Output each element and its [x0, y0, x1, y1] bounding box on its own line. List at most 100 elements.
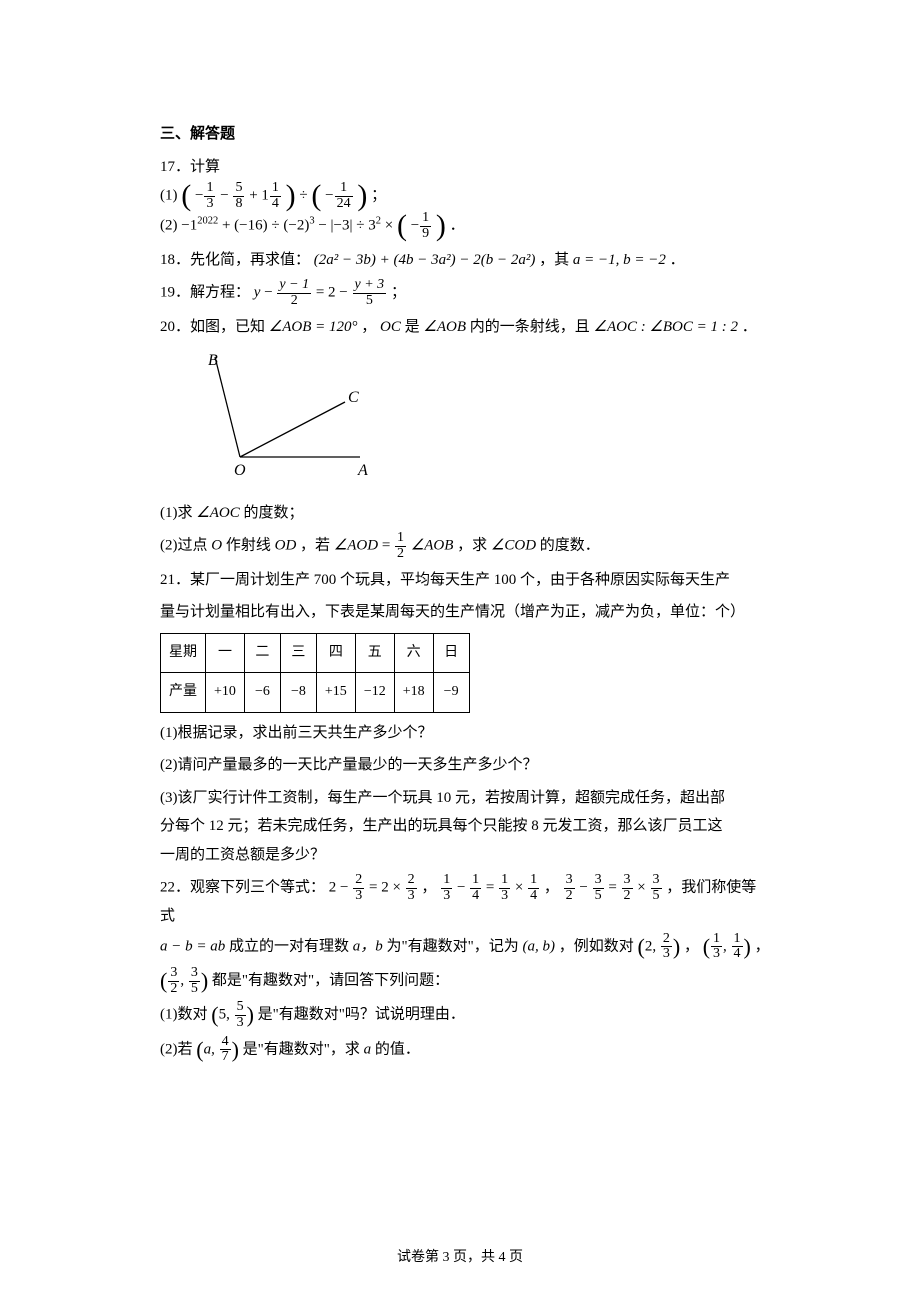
f: 5: [235, 1000, 246, 1016]
table-cell: 产量: [161, 673, 206, 713]
q22-pre: 22．观察下列三个等式：: [160, 880, 325, 896]
t: ∠COD: [491, 538, 536, 554]
t: 是"有趣数对"，求: [243, 1041, 360, 1057]
f: 3: [204, 197, 215, 212]
table-cell: −6: [244, 673, 280, 713]
f: 1: [528, 873, 539, 889]
f: 2: [168, 982, 179, 997]
f: 2: [395, 547, 406, 562]
t: 2: [381, 880, 389, 896]
table-cell: 星期: [161, 633, 206, 673]
f: 1: [395, 531, 406, 547]
page-footer: 试卷第 3 页，共 4 页: [0, 1245, 920, 1272]
t: (a, b): [523, 938, 556, 954]
t: 5: [219, 1007, 227, 1023]
f: 4: [470, 889, 481, 904]
t: OC: [380, 319, 401, 335]
q17-stem: 17．计算: [160, 153, 770, 182]
f: 1: [711, 932, 722, 948]
table-cell: +18: [394, 673, 433, 713]
t: 2: [328, 285, 336, 301]
q22-line3: (32, 35) 都是"有趣数对"，请回答下列问题：: [160, 966, 770, 996]
f: 3: [189, 966, 200, 982]
t: 20．如图，已知: [160, 319, 265, 335]
t: ．: [742, 319, 757, 335]
f: 24: [335, 197, 353, 212]
f: 7: [220, 1050, 231, 1065]
q20-p1: (1)求 ∠AOC 的度数；: [160, 499, 770, 528]
t: ∠AOC: [196, 505, 239, 521]
t: ，: [755, 938, 770, 954]
q22-line1: 22．观察下列三个等式： 2 − 23 = 2 × 23 ， 13 − 14 =…: [160, 873, 770, 927]
t: ×: [381, 218, 397, 234]
table-cell: 五: [355, 633, 394, 673]
q21-p3-l3: 一周的工资总额是多少？: [160, 841, 770, 870]
q20-figure: OABC: [190, 347, 770, 493]
t: 是"有趣数对"吗？试说明理由．: [258, 1007, 465, 1023]
f: 1: [420, 211, 431, 227]
f: 5: [233, 181, 244, 197]
table-cell: 一: [206, 633, 245, 673]
t: ．: [670, 252, 685, 268]
q21-line1: 21．某厂一周计划生产 700 个玩具，平均每天生产 100 个，由于各种原因实…: [160, 566, 770, 595]
t: =: [382, 538, 394, 554]
t: ．: [450, 218, 465, 234]
t: 作射线: [226, 538, 271, 554]
q18-values: a = −1, b = −2: [573, 252, 666, 268]
f: 3: [168, 966, 179, 982]
f: 1: [270, 181, 281, 197]
f: 5: [353, 294, 387, 309]
t: −1: [181, 218, 197, 234]
t: |−3|: [331, 218, 353, 234]
f: 1: [261, 188, 269, 204]
t: 成立的一对有理数: [229, 938, 349, 954]
svg-text:C: C: [348, 389, 359, 406]
table-cell: +15: [316, 673, 355, 713]
q22-p1: (1)数对 (5, 53) 是"有趣数对"吗？试说明理由．: [160, 1000, 770, 1030]
svg-text:O: O: [234, 462, 246, 479]
q21-line2: 量与计划量相比有出入，下表是某周每天的生产情况（增产为正，减产为负，单位：个）: [160, 598, 770, 627]
q20: 20．如图，已知 ∠AOB = 120° ， OC 是 ∠AOB 内的一条射线，…: [160, 313, 770, 342]
t: ，若: [300, 538, 330, 554]
f: y + 3: [355, 277, 385, 292]
f: 3: [235, 1016, 246, 1031]
svg-text:B: B: [208, 352, 218, 369]
t: a: [364, 1041, 372, 1057]
f: 4: [732, 947, 743, 962]
f: 4: [220, 1035, 231, 1051]
q21-p1: (1)根据记录，求出前三天共生产多少个？: [160, 719, 770, 748]
f: 1: [441, 873, 452, 889]
t: 为"有趣数对"，记为: [387, 938, 519, 954]
angle-diagram: OABC: [190, 347, 380, 482]
f: 3: [499, 889, 510, 904]
t: (2)若: [160, 1041, 193, 1057]
f: 3: [406, 889, 417, 904]
q21-table: 星期一二三四五六日 产量+10−6−8+15−12+18−9: [160, 633, 470, 713]
t: 的值．: [375, 1041, 420, 1057]
table-row: 星期一二三四五六日: [161, 633, 470, 673]
f: 8: [233, 197, 244, 212]
f: 3: [651, 873, 662, 889]
q22-line2: a − b = ab 成立的一对有理数 a，b 为"有趣数对"，记为 (a, b…: [160, 932, 770, 962]
section-title: 三、解答题: [160, 120, 770, 149]
q17-part1: (1) ( −13 − 58 + 114 ) ÷ ( −124 ) ；: [160, 181, 770, 211]
q20-p2: (2)过点 O 作射线 OD ，若 ∠AOD = 12 ∠AOB ，求 ∠COD…: [160, 531, 770, 561]
table-cell: 二: [244, 633, 280, 673]
q17-p2-prefix: (2): [160, 218, 178, 234]
t: (2)过点: [160, 538, 208, 554]
t: 3: [309, 216, 314, 227]
q21-p3-l1: (3)该厂实行计件工资制，每生产一个玩具 10 元，若按周计算，超额完成任务，超…: [160, 784, 770, 813]
t: −: [318, 218, 330, 234]
f: 4: [528, 889, 539, 904]
q18-expr: (2a² − 3b) + (4b − 3a²) − 2(b − 2a²): [314, 252, 536, 268]
f: 3: [711, 947, 722, 962]
f: y − 1: [279, 277, 309, 292]
table-cell: 日: [433, 633, 469, 673]
f: 4: [270, 197, 281, 212]
t: 内的一条射线，且: [470, 319, 590, 335]
t: a: [204, 1041, 212, 1057]
f: 1: [335, 181, 353, 197]
t: y: [254, 285, 261, 301]
t: 都是"有趣数对"，请回答下列问题：: [212, 973, 449, 989]
table-cell: 六: [394, 633, 433, 673]
